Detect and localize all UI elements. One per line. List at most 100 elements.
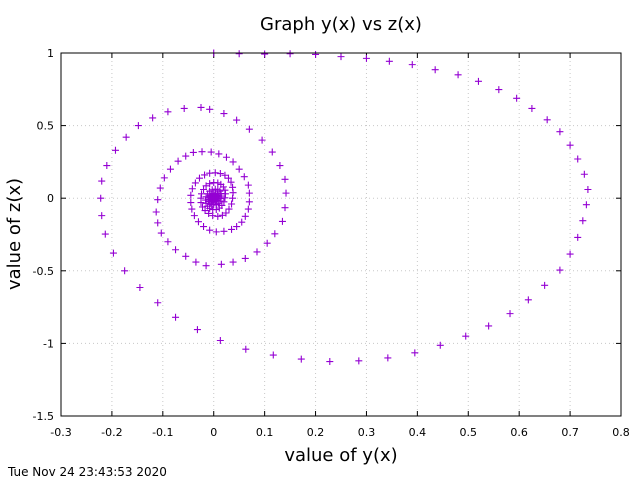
data-point — [268, 148, 276, 156]
timestamp: Tue Nov 24 23:43:53 2020 — [7, 465, 167, 479]
y-tick-label: -1.5 — [33, 410, 54, 423]
data-point — [190, 212, 198, 220]
data-point — [206, 180, 214, 188]
data-point — [566, 141, 574, 149]
data-point — [276, 162, 284, 170]
data-point — [202, 262, 210, 270]
data-point — [326, 358, 334, 366]
y-tick-label: 0 — [47, 192, 54, 205]
data-point — [134, 122, 142, 130]
data-point — [261, 50, 269, 58]
data-point — [582, 201, 590, 209]
axis-ticks: -0.3 -0.2 -0.1 0 0.1 0.2 0.3 0.4 0.5 0.6 0.7 0.8 -1.… — [33, 47, 630, 439]
data-point — [241, 254, 249, 262]
data-point — [541, 281, 549, 289]
data-point — [164, 108, 172, 116]
data-point — [258, 136, 266, 144]
data-point — [242, 345, 250, 353]
data-point — [154, 196, 162, 204]
data-point — [524, 296, 532, 304]
data-point — [495, 86, 503, 94]
data-point — [224, 174, 232, 182]
data-point — [579, 217, 587, 225]
data-point — [160, 174, 168, 182]
data-point — [121, 267, 129, 275]
x-tick-label: 0.6 — [510, 426, 528, 439]
data-point — [228, 225, 236, 233]
x-tick-label: 0.1 — [256, 426, 274, 439]
data-point — [222, 209, 230, 217]
data-point — [216, 170, 224, 178]
data-point — [97, 194, 105, 202]
data-point — [101, 230, 109, 238]
data-point — [154, 219, 162, 227]
data-point — [109, 249, 117, 257]
data-point — [411, 349, 419, 357]
data-point — [297, 355, 305, 363]
data-point — [462, 332, 470, 340]
data-point — [282, 189, 290, 197]
x-tick-label: 0 — [210, 426, 217, 439]
data-point — [286, 50, 294, 58]
x-tick-label: 0.2 — [307, 426, 325, 439]
data-point — [384, 354, 392, 362]
data-point — [200, 223, 208, 231]
data-point — [199, 203, 207, 211]
data-point — [210, 194, 218, 202]
data-point — [216, 336, 224, 344]
x-tick-label: 0.5 — [460, 426, 478, 439]
data-point — [201, 171, 209, 179]
data-point — [136, 283, 144, 291]
data-point — [337, 53, 345, 61]
data-point — [152, 208, 160, 216]
data-point — [192, 258, 200, 266]
data-point — [245, 189, 253, 197]
data-point — [166, 165, 174, 173]
data-point — [253, 248, 261, 256]
x-tick-label: 0.4 — [409, 426, 427, 439]
data-point — [172, 313, 180, 321]
data-point — [197, 103, 205, 111]
x-tick-label: -0.3 — [50, 426, 71, 439]
data-point — [238, 218, 246, 226]
data-point — [214, 212, 222, 220]
data-point — [385, 57, 393, 65]
data-point — [278, 217, 286, 225]
data-point — [211, 169, 219, 177]
data-point — [245, 125, 253, 133]
data-point — [214, 179, 222, 187]
data-point — [220, 227, 228, 235]
data-point — [187, 199, 195, 207]
data-point — [220, 198, 228, 206]
data-point — [182, 252, 190, 260]
data-point — [543, 116, 551, 124]
data-point — [233, 116, 241, 124]
data-point — [219, 183, 227, 191]
data-point — [149, 114, 157, 122]
data-point — [209, 212, 217, 220]
data-point — [193, 326, 201, 334]
x-tick-label: 0.3 — [358, 426, 376, 439]
data-point — [191, 179, 199, 187]
data-point — [156, 184, 164, 192]
data-point — [574, 155, 582, 163]
data-point — [271, 230, 279, 238]
data-point — [556, 128, 564, 136]
data-point — [245, 198, 253, 206]
data-point — [362, 54, 370, 62]
data-point — [202, 182, 210, 190]
data-point — [474, 77, 482, 85]
data-point — [225, 205, 233, 213]
data-point — [408, 61, 416, 69]
data-point — [188, 185, 196, 193]
data-point — [111, 146, 119, 154]
data-point — [188, 205, 196, 213]
data-point — [556, 266, 564, 274]
data-point — [355, 357, 363, 365]
data-point — [235, 50, 243, 58]
data-point — [221, 171, 229, 179]
data-point — [187, 191, 195, 199]
data-point — [244, 205, 252, 213]
